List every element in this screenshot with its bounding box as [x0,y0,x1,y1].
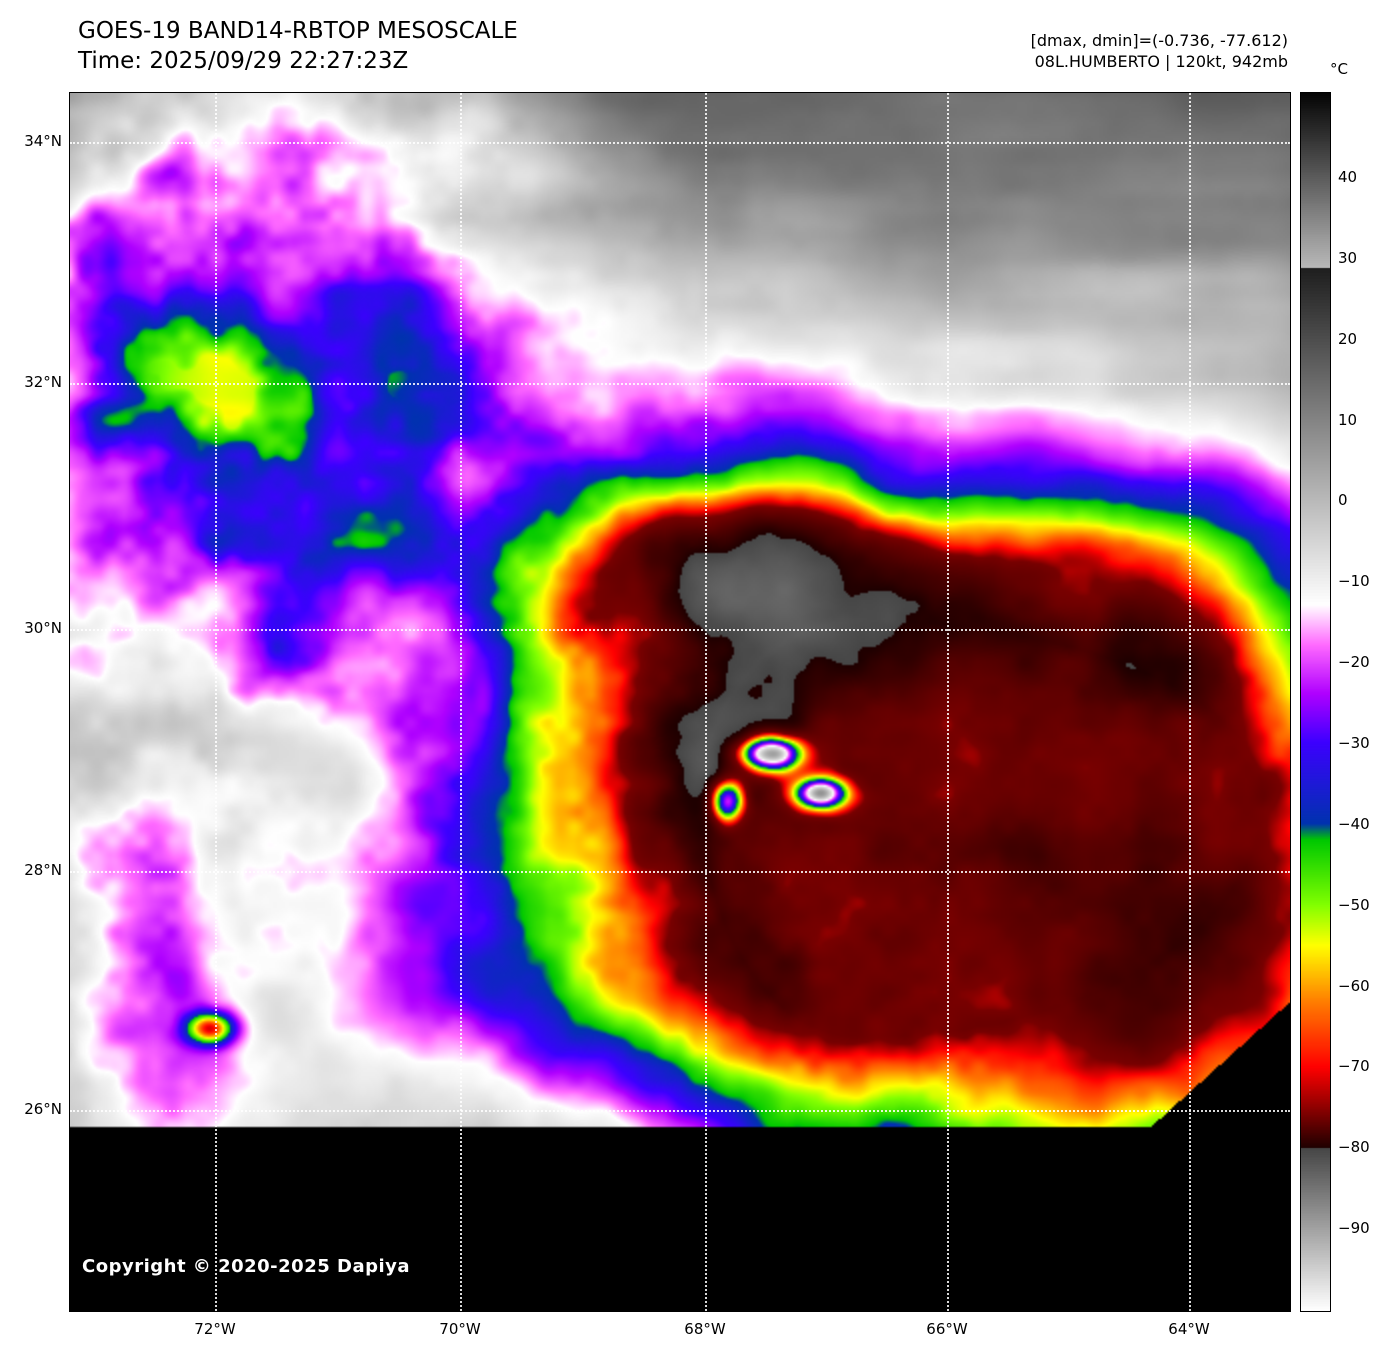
colorbar-tick-label: −70 [1338,1057,1370,1076]
colorbar-tick-label: 30 [1338,248,1358,267]
colorbar-tick-label: −30 [1338,733,1370,752]
gridline-latitude [70,142,1290,144]
lat-tick-label: 34°N [24,132,62,150]
lat-tick-label: 30°N [24,619,62,637]
lon-tick-label: 64°W [1168,1320,1210,1338]
gridline-longitude [705,93,707,1311]
timestamp-label: Time: 2025/09/29 22:27:23Z [78,48,409,74]
gridline-longitude [947,93,949,1311]
lat-tick-label: 32°N [24,373,62,391]
lat-tick-label: 28°N [24,861,62,879]
colorbar-tick-label: 0 [1338,491,1348,510]
lon-tick-label: 72°W [194,1320,236,1338]
gridline-latitude [70,871,1290,873]
colorbar-tick-label: −60 [1338,976,1370,995]
gridline-latitude [70,629,1290,631]
colorbar-tick-label: 10 [1338,410,1358,429]
colorbar-tick-label: 20 [1338,329,1358,348]
map-plot-area: Copyright © 2020-2025 Dapiya [70,93,1290,1311]
lon-tick-label: 66°W [926,1320,968,1338]
storm-info-readout: 08L.HUMBERTO | 120kt, 942mb [1034,52,1288,71]
colorbar-tick-label: −20 [1338,653,1370,672]
colorbar-tick-label: −90 [1338,1219,1370,1238]
gridline-latitude [70,383,1290,385]
gridline-latitude [70,1110,1290,1112]
product-title: GOES-19 BAND14-RBTOP MESOSCALE [78,18,518,44]
gridline-longitude [1189,93,1191,1311]
colorbar-tick-label: −80 [1338,1138,1370,1157]
copyright-label: Copyright © 2020-2025 Dapiya [82,1256,411,1277]
satellite-image [70,93,1290,1311]
colorbar-tick-label: −50 [1338,895,1370,914]
header-left: GOES-19 BAND14-RBTOP MESOSCALE Time: 202… [78,16,518,76]
dmax-dmin-readout: [dmax, dmin]=(-0.736, -77.612) [1030,31,1288,50]
header-right: [dmax, dmin]=(-0.736, -77.612) 08L.HUMBE… [1031,30,1288,72]
colorbar-tick-label: 40 [1338,168,1358,186]
colorbar [1301,93,1330,1311]
gridline-longitude [215,93,217,1311]
lat-tick-label: 26°N [24,1100,62,1118]
lon-tick-label: 70°W [439,1320,481,1338]
colorbar-unit-label: °C [1330,60,1348,78]
colorbar-tick-label: −40 [1338,814,1370,833]
gridline-longitude [460,93,462,1311]
lon-tick-label: 68°W [684,1320,726,1338]
colorbar-tick-label: −10 [1338,572,1370,591]
